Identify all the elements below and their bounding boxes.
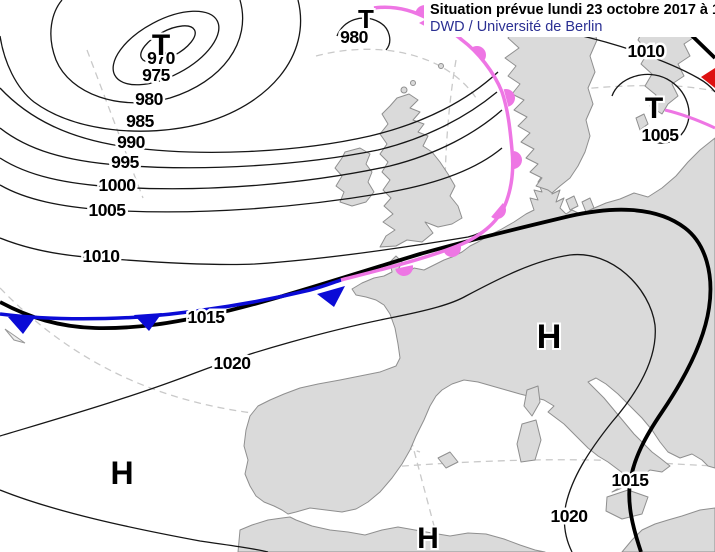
- isobar-label: 1005: [89, 200, 127, 220]
- island-mallorca: [437, 451, 459, 469]
- isobar-label: 1005: [642, 125, 680, 145]
- title-background: [424, 0, 715, 37]
- isobar-980: [50, 0, 244, 104]
- isobar-label: 1010: [628, 41, 666, 61]
- low-center-letter: T: [645, 92, 663, 125]
- isobar-label: 995: [111, 152, 139, 172]
- isobar-labels: 970 975 980 985 990 995 1000 1005 1010 1…: [80, 25, 682, 529]
- map-title: Situation prévue lundi 23 octobre 2017 à…: [430, 2, 715, 18]
- high-center-letter: H: [417, 522, 439, 552]
- isobar-995: [0, 91, 498, 169]
- island-corsica: [523, 385, 541, 417]
- isobar-985: [0, 0, 302, 132]
- warm-front-semicircles: [395, 5, 522, 276]
- high-center-letter: H: [110, 455, 133, 491]
- landmass-scandinavia: [504, 0, 599, 194]
- isobar-1015-main: [0, 207, 713, 552]
- isobar-label: 985: [126, 111, 154, 131]
- island-sardinia: [516, 419, 542, 463]
- landmass-great-britain: [379, 93, 463, 248]
- isobar-1020-west: [0, 253, 656, 552]
- island-shetland: [438, 63, 444, 69]
- landmass-north-africa-west: [237, 516, 546, 552]
- landmasses: [237, 0, 715, 552]
- isobar-label: 1020: [214, 353, 252, 373]
- isobar-1010-northeast: [573, 33, 715, 93]
- island-zealand: [565, 195, 579, 211]
- isobar-990: [0, 71, 499, 153]
- cold-front-triangle: [8, 316, 36, 334]
- isobar-southwest: [0, 489, 269, 552]
- island-shetland-s: [410, 80, 416, 86]
- isobar-1010: [0, 209, 503, 266]
- island-funen: [581, 197, 595, 213]
- low-center-letter: T: [152, 29, 170, 62]
- isobar-label: 980: [135, 89, 163, 109]
- isobar-label: 970: [147, 48, 175, 68]
- pressure-centers: T T T H H H: [108, 2, 665, 552]
- isobar-975: [112, 10, 220, 86]
- isobar-label: 1015: [612, 470, 650, 490]
- isobar-1005: [0, 147, 503, 213]
- isobar-1005-baltic: [611, 73, 690, 144]
- isobar-1000: [0, 109, 503, 190]
- island-gotland: [635, 113, 649, 131]
- isobar-label: 1020: [551, 506, 589, 526]
- cold-front-triangle: [317, 286, 345, 307]
- low-center-letter: T: [358, 4, 374, 34]
- isobar-label: 1000: [99, 175, 137, 195]
- isobar-970: [140, 25, 196, 63]
- warm-front-east-line: [664, 108, 715, 130]
- isobar-trough-980: [336, 17, 391, 51]
- cold-front-triangle: [134, 313, 162, 331]
- cold-front-line: [0, 278, 342, 321]
- isobar-label: 975: [142, 65, 170, 85]
- high-center-letter: H: [537, 318, 562, 356]
- isobar-label: 990: [117, 132, 145, 152]
- isobar-label: 1015: [188, 307, 226, 327]
- red-front-marker: [701, 68, 715, 88]
- title-block: Situation prévue lundi 23 octobre 2017 à…: [424, 0, 715, 37]
- wind-arrow-glyph: [4, 328, 26, 344]
- map-credit: DWD / Université de Berlin: [430, 19, 602, 35]
- isobar-label: 980: [340, 27, 368, 47]
- landmass-continental-europe: [243, 137, 715, 515]
- island-orkney: [400, 86, 408, 94]
- landmass-ireland: [334, 147, 375, 207]
- isobar-label: 1010: [83, 246, 121, 266]
